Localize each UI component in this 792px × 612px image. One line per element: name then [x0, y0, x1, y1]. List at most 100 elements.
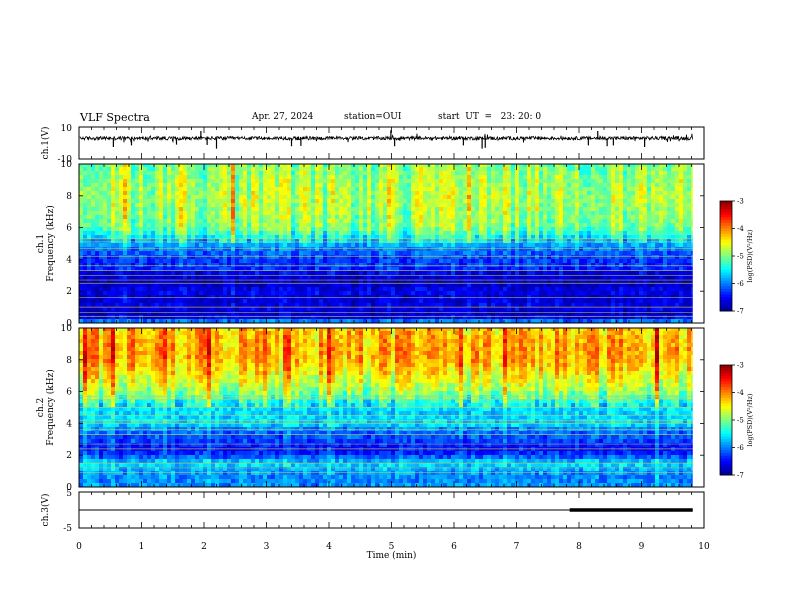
spectrogram-cell: [259, 223, 263, 227]
spectrogram-cell: [407, 315, 411, 319]
spectrogram-cell: [443, 247, 447, 251]
spectrogram-cell: [587, 203, 591, 207]
spectrogram-cell: [151, 211, 155, 215]
spectrogram-cell: [555, 263, 559, 267]
spectrogram-cell: [691, 299, 693, 303]
spectrogram-cell: [647, 227, 651, 231]
spectrogram-cell: [619, 271, 623, 275]
spectrogram-cell: [531, 231, 535, 235]
spectrogram-cell: [315, 219, 319, 223]
spectrogram-cell: [399, 303, 403, 307]
spectrogram-cell: [299, 251, 303, 255]
spectrogram-cell: [579, 275, 583, 279]
spectrogram-cell: [655, 231, 659, 235]
spectrogram-cell: [203, 195, 207, 199]
spectrogram-cell: [187, 207, 191, 211]
spectrogram-cell: [447, 243, 451, 247]
spectrogram-cell: [359, 259, 363, 263]
spectrogram-cell: [603, 287, 607, 291]
spectrogram-cell: [295, 215, 299, 219]
spectrogram-cell: [655, 251, 659, 255]
spectrogram-cell: [667, 275, 671, 279]
spectrogram-cell: [143, 239, 147, 243]
spectrogram-cell: [619, 215, 623, 219]
spectrogram-cell: [467, 227, 471, 231]
spectrogram-cell: [687, 291, 691, 295]
spectrogram-cell: [231, 215, 235, 219]
spectrogram-cell: [615, 219, 619, 223]
spectrogram-cell: [311, 319, 315, 323]
spectrogram-cell: [83, 195, 87, 199]
spectrogram-cell: [567, 295, 571, 299]
spectrogram-cell: [455, 239, 459, 243]
spectrogram-cell: [547, 227, 551, 231]
spectrogram-cell: [227, 299, 231, 303]
spectrogram-cell: [227, 315, 231, 319]
spectrogram-cell: [547, 243, 551, 247]
spectrogram-cell: [595, 223, 599, 227]
spectrogram-cell: [451, 267, 455, 271]
spectrogram-cell: [283, 239, 287, 243]
spectrogram-cell: [351, 231, 355, 235]
spectrogram-cell: [171, 215, 175, 219]
spectrogram-cell: [387, 271, 391, 275]
spectrogram-cell: [351, 235, 355, 239]
spectrogram-cell: [495, 231, 499, 235]
spectrogram-cell: [263, 271, 267, 275]
spectrogram-cell: [467, 251, 471, 255]
spectrogram-cell: [543, 275, 547, 279]
spectrogram-cell: [651, 255, 655, 259]
spectrogram-cell: [395, 199, 399, 203]
spectrogram-cell: [463, 247, 467, 251]
spectrogram-cell: [231, 287, 235, 291]
spectrogram-cell: [687, 259, 691, 263]
spectrogram-cell: [675, 271, 679, 275]
spectrogram-cell: [431, 291, 435, 295]
spectrogram-cell: [203, 215, 207, 219]
spectrogram-cell: [567, 303, 571, 307]
spectrogram-cell: [687, 315, 691, 319]
spectrogram-cell: [467, 275, 471, 279]
spectrogram-cell: [531, 203, 535, 207]
spectrogram-cell: [107, 207, 111, 211]
spectrogram-cell: [631, 247, 635, 251]
spectrogram-cell: [187, 319, 191, 323]
spectrogram-cell: [183, 207, 187, 211]
spectrogram-cell: [307, 239, 311, 243]
spectrogram-cell: [363, 219, 367, 223]
spectrogram-cell: [227, 255, 231, 259]
spectrogram-cell: [343, 215, 347, 219]
spectrogram-cell: [287, 283, 291, 287]
spectrogram-cell: [591, 255, 595, 259]
spectrogram-cell: [379, 291, 383, 295]
spectrogram-cell: [399, 203, 403, 207]
spectrogram-cell: [575, 243, 579, 247]
spectrogram-cell: [467, 259, 471, 263]
spectrogram-cell: [371, 251, 375, 255]
spectrogram-cell: [471, 295, 475, 299]
spectrogram-cell: [299, 199, 303, 203]
spectrogram-cell: [99, 211, 103, 215]
spectrogram-cell: [355, 235, 359, 239]
spectrogram-cell: [367, 235, 371, 239]
spectrogram-cell: [355, 275, 359, 279]
spectrogram-cell: [327, 263, 331, 267]
spectrogram-cell: [99, 299, 103, 303]
spectrogram-cell: [147, 267, 151, 271]
spectrogram-cell: [383, 303, 387, 307]
spectrogram-cell: [259, 299, 263, 303]
spectrogram-cell: [607, 211, 611, 215]
spectrogram-cell: [387, 255, 391, 259]
spectrogram-cell: [147, 319, 151, 323]
spectrogram-cell: [471, 223, 475, 227]
spectrogram-cell: [83, 203, 87, 207]
spectrogram-cell: [207, 235, 211, 239]
spectrogram-cell: [591, 303, 595, 307]
spectrogram-cell: [471, 271, 475, 275]
spectrogram-cell: [395, 243, 399, 247]
spectrogram-cell: [583, 299, 587, 303]
spectrogram-cell: [251, 299, 255, 303]
spectrogram-cell: [455, 307, 459, 311]
spectrogram-cell: [143, 291, 147, 295]
spectrogram-cell: [91, 247, 95, 251]
